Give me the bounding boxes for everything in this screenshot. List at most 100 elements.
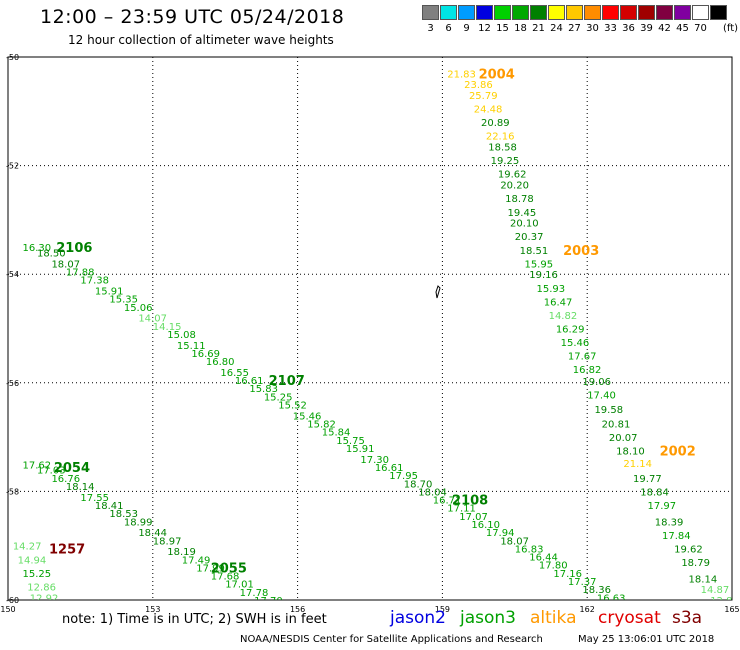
data-point-label: 19.45: [508, 208, 537, 219]
track-time-label: 2054: [54, 461, 90, 476]
coastline-mark: [435, 285, 441, 299]
data-point-label: 15.84: [322, 428, 351, 439]
credits: NOAA/NESDIS Center for Satellite Applica…: [240, 634, 543, 645]
scale-label: 27: [568, 23, 581, 34]
data-point-label: 17.67: [568, 352, 597, 363]
data-point-label: 17.03: [37, 466, 66, 477]
scale-label: 39: [640, 23, 653, 34]
track-time-label: 2055: [211, 561, 247, 576]
data-point-label: 17.84: [662, 531, 691, 542]
data-point-label: 16.76: [51, 474, 80, 485]
data-point-label: 20.37: [515, 232, 544, 243]
x-tick-label: 159: [435, 605, 450, 614]
data-point-label: 18.36: [582, 585, 611, 596]
scale-swatch: [656, 5, 673, 20]
data-point-label: 14.82: [549, 311, 578, 322]
data-point-label: 15.46: [561, 338, 590, 349]
data-point-label: 17.30: [360, 455, 389, 466]
data-point-label: 18.07: [500, 536, 529, 547]
data-point-label: 17.80: [539, 561, 568, 572]
scale-label: 21: [532, 23, 545, 34]
y-tick-label: -56: [6, 379, 19, 388]
data-point-label: 17.37: [568, 577, 597, 588]
data-point-label: 17.70: [254, 596, 283, 607]
data-point-label: 19.62: [498, 170, 527, 181]
scale-swatch: [710, 5, 727, 20]
data-point-label: 15.35: [109, 295, 138, 306]
x-tick-label: 165: [724, 605, 739, 614]
x-tick-label: 153: [145, 605, 160, 614]
data-point-label: 15.11: [177, 341, 206, 352]
data-point-label: 15.46: [293, 411, 322, 422]
data-point-label: 17.78: [240, 588, 269, 599]
data-point-label: 17.07: [459, 512, 488, 523]
data-point-label: 15.25: [264, 392, 293, 403]
data-point-label: 17.94: [486, 528, 515, 539]
data-point-label: 18.99: [124, 517, 153, 528]
data-point-label: 16.61: [235, 376, 264, 387]
scale-label: 6: [445, 23, 452, 34]
data-point-label: 16.71: [433, 496, 462, 507]
data-point-label: 12.80: [710, 596, 739, 607]
data-point-label: 18.78: [505, 194, 534, 205]
data-point-label: 18.70: [404, 479, 433, 490]
data-point-label: 17.95: [389, 471, 418, 482]
scale-label: 3: [427, 23, 434, 34]
data-point-label: 14.87: [701, 585, 730, 596]
data-point-label: 16.80: [206, 357, 235, 368]
data-point-label: 16.61: [375, 463, 404, 474]
data-point-label: 18.50: [37, 248, 66, 259]
data-point-label: 16.44: [529, 553, 558, 564]
data-point-label: 17.49: [182, 555, 211, 566]
data-point-label: 17.11: [447, 504, 476, 515]
timestamp: May 25 13:06:01 UTC 2018: [578, 634, 715, 645]
data-point-label: 18.39: [655, 517, 684, 528]
scale-label: 42: [658, 23, 671, 34]
satellite-altika: altika: [530, 608, 577, 628]
data-point-label: 19.62: [674, 544, 703, 555]
scale-label: 12: [478, 23, 491, 34]
satellite-jason3: jason3: [460, 608, 516, 628]
data-point-label: 24.48: [474, 105, 503, 116]
data-point-label: 18.53: [109, 509, 138, 520]
data-point-label: 15.95: [524, 259, 553, 270]
data-point-label: 15.82: [307, 420, 336, 431]
data-point-label: 17.99: [196, 563, 225, 574]
data-point-label: 18.51: [520, 246, 549, 257]
scale-label: 45: [676, 23, 689, 34]
data-point-label: 17.46: [341, 645, 370, 650]
data-point-label: 18.84: [640, 487, 669, 498]
scale-label: 15: [496, 23, 509, 34]
track-time-label: 2003: [563, 244, 599, 259]
x-tick-label: 162: [580, 605, 595, 614]
data-point-label: 17.88: [66, 267, 95, 278]
data-point-label: 17.38: [80, 276, 109, 287]
data-point-label: 19.06: [582, 377, 611, 388]
data-point-label: 19.25: [491, 156, 520, 167]
chart-title: 12:00 – 23:59 UTC 05/24/2018: [40, 6, 345, 28]
data-point-label: 25.79: [469, 91, 498, 102]
data-point-label: 16.29: [556, 325, 585, 336]
data-point-label: 16.82: [573, 365, 602, 376]
data-point-label: 16.69: [191, 349, 220, 360]
data-point-label: 16.83: [515, 544, 544, 555]
data-point-label: 17.01: [225, 580, 254, 591]
scale-swatch: [584, 5, 601, 20]
scale-label: 70: [694, 23, 707, 34]
data-point-label: 20.20: [500, 181, 529, 192]
satellite-jason2: jason2: [390, 608, 446, 628]
chart-subtitle: 12 hour collection of altimeter wave hei…: [68, 33, 334, 47]
scale-swatch: [422, 5, 439, 20]
data-point-label: 20.81: [602, 420, 631, 431]
unit-label: (ft): [723, 23, 739, 34]
data-point-label: 15.75: [336, 436, 365, 447]
data-point-label: 15.06: [124, 303, 153, 314]
data-point-label: 16.55: [220, 368, 249, 379]
data-point-label: 22.16: [486, 132, 515, 143]
scale-swatch: [548, 5, 565, 20]
data-point-label: 17.62: [22, 460, 51, 471]
scale-swatch: [530, 5, 547, 20]
track-time-label: 2106: [56, 241, 92, 256]
data-point-label: 15.08: [167, 330, 196, 341]
